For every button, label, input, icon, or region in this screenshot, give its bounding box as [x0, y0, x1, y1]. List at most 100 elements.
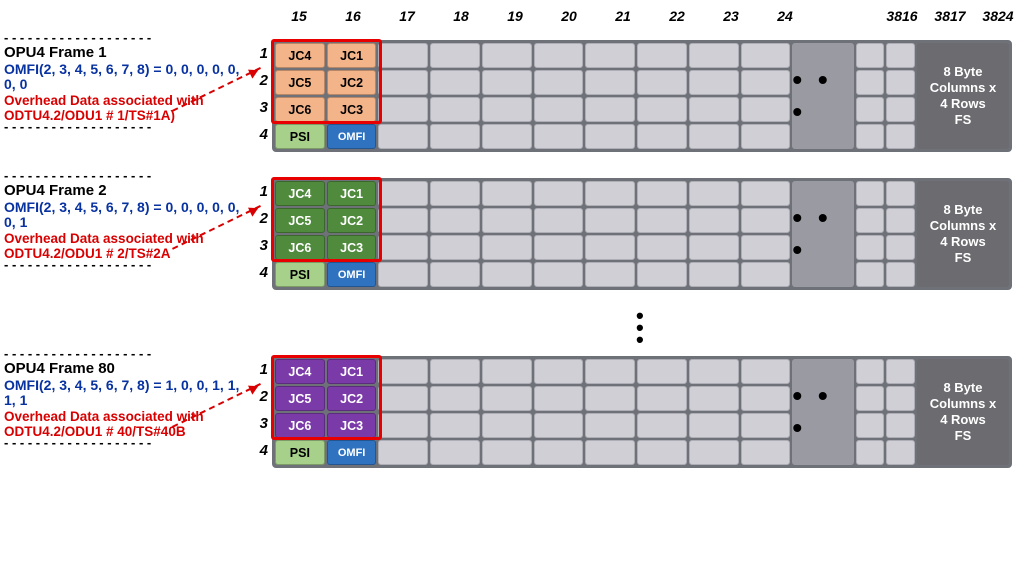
- payload-cell: [886, 97, 915, 122]
- payload-cell: [856, 124, 885, 149]
- payload-column: [429, 358, 481, 466]
- payload-cell: [585, 440, 635, 465]
- payload-cell: [585, 70, 635, 95]
- payload-column: [855, 42, 886, 150]
- payload-cell: [637, 181, 687, 206]
- payload-cell: [689, 124, 739, 149]
- payload-column: [584, 180, 636, 288]
- payload-cell: [689, 235, 739, 260]
- payload-cell: [534, 70, 584, 95]
- payload-cell: [482, 235, 532, 260]
- payload-column: [377, 358, 429, 466]
- payload-cell: [741, 359, 791, 384]
- payload-cell: [856, 43, 885, 68]
- payload-cell: [689, 440, 739, 465]
- jc-cell: JC2: [327, 386, 377, 411]
- payload-cell: [741, 235, 791, 260]
- jc-cell: JC5: [275, 70, 325, 95]
- payload-cell: [741, 413, 791, 438]
- omfi-cell: OMFI: [327, 440, 377, 465]
- payload-column: [688, 180, 740, 288]
- dash-line: - - - - - - - - - - - - - - - - - - -: [4, 34, 254, 42]
- jc-cell: JC5: [275, 208, 325, 233]
- ellipsis-column: • • •: [792, 181, 853, 287]
- frame-left-labels: - - - - - - - - - - - - - - - - - - - OPU…: [4, 350, 254, 447]
- payload-cell: [585, 208, 635, 233]
- jc-cell: JC2: [327, 70, 377, 95]
- payload-cell: [482, 97, 532, 122]
- payload-column: [377, 42, 429, 150]
- payload-cell: [741, 181, 791, 206]
- dash-line: - - - - - - - - - - - - - - - - - - -: [4, 350, 254, 358]
- payload-column: [429, 180, 481, 288]
- payload-cell: [637, 124, 687, 149]
- payload-cell: [856, 70, 885, 95]
- payload-cell: [482, 208, 532, 233]
- payload-column: [533, 358, 585, 466]
- frame: - - - - - - - - - - - - - - - - - - -OPU…: [0, 172, 1020, 298]
- payload-column: [584, 358, 636, 466]
- col-label: 22: [650, 8, 704, 24]
- payload-cell: [482, 359, 532, 384]
- payload-cell: [534, 43, 584, 68]
- payload-cell: [856, 413, 885, 438]
- payload-column: [740, 42, 792, 150]
- payload-cell: [856, 235, 885, 260]
- payload-cell: [534, 235, 584, 260]
- frame-title: OPU4 Frame 80: [4, 360, 254, 377]
- column-16: JC1JC2JC3OMFI: [326, 358, 378, 466]
- frame: - - - - - - - - - - - - - - - - - - - OPU…: [0, 350, 1020, 476]
- payload-cell: [482, 43, 532, 68]
- payload-cell: [637, 235, 687, 260]
- col-label: 3824: [974, 8, 1022, 24]
- fs-column: 8 ByteColumns x4 RowsFS: [917, 43, 1009, 149]
- payload-cell: [689, 70, 739, 95]
- col-label: 18: [434, 8, 488, 24]
- payload-cell: [378, 70, 428, 95]
- payload-cell: [689, 386, 739, 411]
- payload-cell: [856, 359, 885, 384]
- jc-cell: JC1: [327, 181, 377, 206]
- payload-cell: [637, 208, 687, 233]
- payload-cell: [534, 262, 584, 287]
- payload-column: [377, 180, 429, 288]
- payload-cell: [689, 97, 739, 122]
- jc-cell: JC6: [275, 97, 325, 122]
- payload-cell: [585, 262, 635, 287]
- payload-cell: [689, 413, 739, 438]
- column-16: JC1JC2JC3OMFI: [326, 42, 378, 150]
- payload-cell: [886, 440, 915, 465]
- payload-cell: [534, 386, 584, 411]
- payload-cell: [856, 262, 885, 287]
- payload-cell: [856, 97, 885, 122]
- payload-cell: [482, 124, 532, 149]
- row-numbers: 1234: [252, 356, 268, 464]
- fs-column: 8 ByteColumns x4 RowsFS: [917, 181, 1009, 287]
- payload-cell: [689, 43, 739, 68]
- payload-cell: [886, 235, 915, 260]
- payload-cell: [534, 440, 584, 465]
- jc-cell: JC1: [327, 359, 377, 384]
- payload-cell: [637, 97, 687, 122]
- col-label: 3817: [926, 8, 974, 24]
- col-label: 23: [704, 8, 758, 24]
- jc-cell: JC3: [327, 235, 377, 260]
- col-label: 20: [542, 8, 596, 24]
- payload-cell: [430, 124, 480, 149]
- jc-cell: JC4: [275, 43, 325, 68]
- payload-column: [885, 358, 916, 466]
- column-15: JC4JC5JC6PSI: [274, 42, 326, 150]
- dash-line: - - - - - - - - - - - - - - - - - - -: [4, 172, 254, 180]
- payload-cell: [637, 386, 687, 411]
- payload-cell: [482, 70, 532, 95]
- payload-cell: [430, 43, 480, 68]
- payload-cell: [689, 359, 739, 384]
- payload-cell: [886, 208, 915, 233]
- jc-cell: JC3: [327, 413, 377, 438]
- payload-cell: [886, 413, 915, 438]
- col-label: 15: [272, 8, 326, 24]
- dash-line: - - - - - - - - - - - - - - - - - - -: [4, 123, 254, 131]
- payload-cell: [886, 124, 915, 149]
- payload-column: [481, 180, 533, 288]
- omfi-cell: OMFI: [327, 262, 377, 287]
